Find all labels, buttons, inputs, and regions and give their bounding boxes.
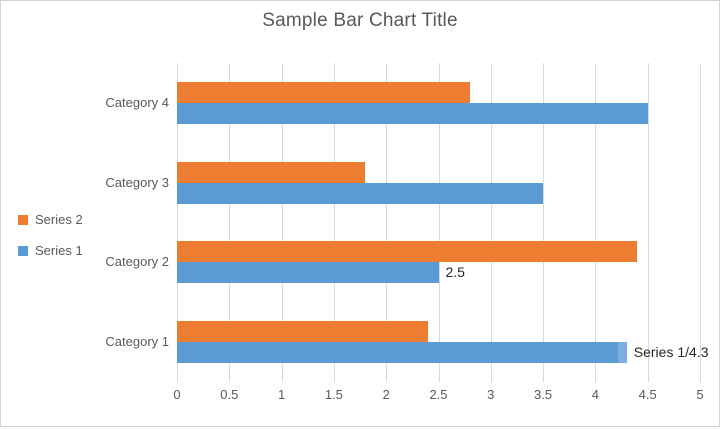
x-axis-tick-label: 3.5 bbox=[534, 387, 553, 402]
gridline bbox=[700, 63, 701, 382]
bar-series2-category-4[interactable] bbox=[177, 81, 470, 103]
gridline bbox=[595, 63, 597, 382]
legend-swatch-icon bbox=[18, 245, 28, 256]
gridline bbox=[438, 63, 440, 382]
category-axis-label: Category 1 bbox=[105, 334, 169, 350]
chart-title[interactable]: Sample Bar Chart Title bbox=[262, 10, 458, 31]
gridline bbox=[333, 63, 335, 382]
bar-series1-category-3[interactable] bbox=[177, 182, 544, 204]
legend-swatch-icon bbox=[18, 214, 28, 225]
x-axis-tick-label: 2 bbox=[382, 387, 390, 402]
gridline bbox=[543, 63, 545, 382]
x-axis-tick-label: 0 bbox=[173, 387, 181, 402]
gridline bbox=[386, 63, 388, 382]
category-axis-label: Category 3 bbox=[105, 174, 169, 190]
category-axis-label: Category 4 bbox=[105, 94, 169, 110]
x-axis-tick-label: 2.5 bbox=[429, 387, 448, 402]
data-label[interactable]: Series 1/4.3 bbox=[633, 344, 709, 361]
gridline bbox=[229, 63, 231, 382]
legend: Series 2 Series 1 bbox=[18, 212, 83, 274]
gridline bbox=[647, 63, 649, 382]
x-axis-tick-label: 3 bbox=[487, 387, 495, 402]
bar-series1-category-4[interactable] bbox=[177, 102, 648, 124]
legend-item-series-1[interactable]: Series 1 bbox=[18, 243, 83, 258]
legend-item-label: Series 1 bbox=[35, 243, 83, 258]
x-axis-tick-label: 1.5 bbox=[324, 387, 343, 402]
x-axis-tick-label: 1 bbox=[277, 387, 286, 402]
selected-point-highlight bbox=[617, 342, 627, 364]
bar-series2-category-1[interactable] bbox=[177, 321, 429, 343]
bar-series2-category-2[interactable] bbox=[177, 241, 638, 263]
bar-series1-category-2[interactable] bbox=[177, 262, 439, 284]
gridline bbox=[281, 63, 283, 382]
x-axis-tick-label: 5 bbox=[696, 387, 704, 402]
data-label[interactable]: 2.5 bbox=[445, 264, 465, 281]
x-axis-tick-label: 0.5 bbox=[220, 387, 239, 402]
gridline bbox=[490, 63, 492, 382]
legend-item-series-2[interactable]: Series 2 bbox=[18, 212, 83, 227]
x-axis-tick-label: 4 bbox=[591, 387, 599, 402]
gridline bbox=[177, 63, 178, 382]
category-axis-label: Category 2 bbox=[105, 254, 169, 270]
plot-area: 2.5 Series 1/4.3 bbox=[177, 63, 708, 382]
bar-series2-category-3[interactable] bbox=[177, 161, 366, 183]
bar-series1-category-1[interactable] bbox=[177, 342, 627, 364]
x-axis-tick-label: 4.5 bbox=[638, 387, 657, 402]
legend-item-label: Series 2 bbox=[35, 212, 83, 227]
